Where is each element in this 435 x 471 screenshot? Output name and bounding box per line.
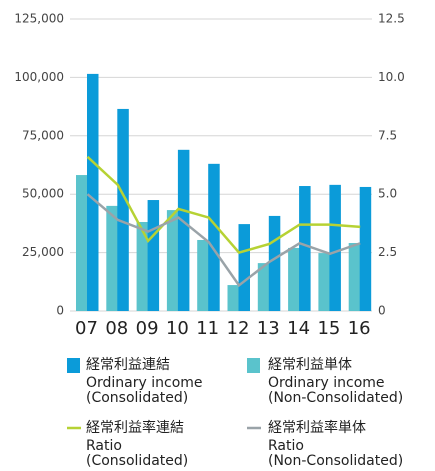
legend-label: 経常利益連結 (86, 357, 170, 373)
bar (359, 186, 372, 311)
bar (166, 210, 179, 311)
bar (348, 243, 361, 311)
bar (106, 205, 118, 311)
x-tick-label: 11 (196, 318, 219, 339)
legend-label-en: (Non-Consolidated) (268, 453, 403, 469)
legend-label-en: (Consolidated) (86, 390, 188, 406)
bar (147, 200, 160, 311)
y-tick-label: 75,000 (22, 128, 64, 142)
legend-label: 経常利益単体 (268, 357, 352, 373)
y-tick-label: 25,000 (22, 245, 64, 259)
legend-label: 経常利益率連結 (86, 419, 184, 436)
legend-label-en: (Non-Consolidated) (268, 390, 403, 406)
x-tick-label: 08 (105, 318, 128, 339)
legend-label: 経常利益率単体 (268, 419, 366, 436)
bar (208, 163, 220, 311)
x-tick-label: 14 (287, 318, 310, 339)
y-tick-label: 125,000 (14, 12, 64, 26)
line-series (86, 193, 361, 288)
y2-tick-label: 7.5 (378, 128, 397, 142)
y2-tick-label: 5.0 (378, 187, 397, 201)
bar (197, 239, 209, 311)
bar (177, 149, 190, 311)
y2-tick-label: 2.5 (378, 245, 397, 259)
bar (238, 224, 250, 311)
bar (299, 186, 311, 311)
x-tick-label: 15 (317, 318, 340, 339)
y2-tick-label: 10.0 (378, 70, 405, 84)
legend-label-en: (Consolidated) (86, 453, 188, 469)
x-tick-label: 10 (166, 318, 189, 339)
bar (227, 285, 239, 311)
y2-tick-label: 12.5 (378, 12, 405, 26)
y2-tick-label: 0 (378, 304, 386, 318)
bar (87, 73, 99, 311)
bar (136, 221, 149, 311)
legend-swatch (247, 358, 260, 373)
legend-swatch (67, 358, 80, 373)
y-tick-label: 0 (56, 304, 64, 318)
y-tick-label: 50,000 (22, 187, 64, 201)
legend-label-en: Ordinary income (268, 375, 385, 391)
bar (329, 184, 341, 311)
legend-label-en: Ratio (268, 438, 304, 454)
legend-label-en: Ratio (86, 438, 122, 454)
line-series (86, 155, 361, 255)
x-tick-label: 07 (75, 318, 98, 339)
bar (257, 263, 270, 311)
bar (288, 247, 300, 311)
bar (318, 253, 330, 311)
y-tick-label: 100,000 (14, 70, 64, 84)
x-tick-label: 09 (136, 318, 159, 339)
x-tick-label: 13 (257, 318, 280, 339)
bar (268, 215, 281, 311)
legend-label-en: Ordinary income (86, 375, 203, 391)
x-tick-label: 12 (227, 318, 250, 339)
bar (76, 175, 88, 311)
x-tick-label: 16 (348, 318, 371, 339)
bar (117, 108, 129, 311)
